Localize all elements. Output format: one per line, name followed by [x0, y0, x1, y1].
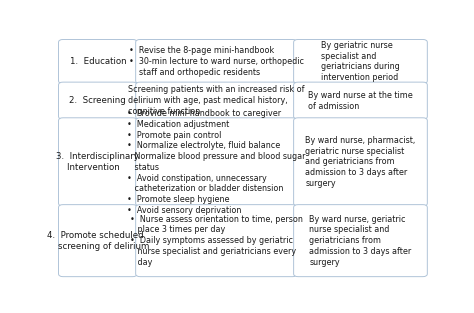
FancyBboxPatch shape — [293, 39, 428, 84]
FancyBboxPatch shape — [293, 205, 428, 277]
Text: 3.  Interdisciplinary
    Intervention: 3. Interdisciplinary Intervention — [56, 152, 139, 172]
FancyBboxPatch shape — [293, 82, 428, 119]
FancyBboxPatch shape — [58, 205, 137, 277]
FancyBboxPatch shape — [136, 39, 297, 84]
FancyBboxPatch shape — [136, 82, 297, 119]
FancyBboxPatch shape — [58, 82, 137, 119]
FancyBboxPatch shape — [293, 118, 428, 206]
Text: •  Provide mini-handbook to caregiver
•  Medication adjustment
•  Promote pain c: • Provide mini-handbook to caregiver • M… — [127, 109, 306, 215]
FancyBboxPatch shape — [58, 118, 137, 206]
Text: By ward nurse at the time
of admission: By ward nurse at the time of admission — [308, 91, 413, 110]
Text: •  Revise the 8-page mini-handbook
•  30-min lecture to ward nurse, orthopedic
 : • Revise the 8-page mini-handbook • 30-m… — [129, 46, 304, 77]
Text: 2.  Screening: 2. Screening — [70, 96, 126, 105]
Text: 1.  Education: 1. Education — [70, 57, 126, 66]
Text: Screening patients with an increased risk of
delirium with age, past medical his: Screening patients with an increased ris… — [128, 85, 304, 116]
Text: By ward nurse, geriatric
nurse specialist and
geriatricians from
admission to 3 : By ward nurse, geriatric nurse specialis… — [310, 215, 411, 267]
Text: By ward nurse, pharmacist,
geriatric nurse specialist
and geriatricians from
adm: By ward nurse, pharmacist, geriatric nur… — [305, 136, 416, 188]
Text: By geriatric nurse
specialist and
geriatricians during
intervention period: By geriatric nurse specialist and geriat… — [321, 41, 400, 82]
Text: 4.  Promote scheduled
    screening of delirium: 4. Promote scheduled screening of deliri… — [46, 231, 149, 250]
Text: •  Nurse assess orientation to time, person
   place 3 times per day
•  Daily sy: • Nurse assess orientation to time, pers… — [130, 215, 303, 267]
FancyBboxPatch shape — [136, 205, 297, 277]
FancyBboxPatch shape — [136, 118, 297, 206]
FancyBboxPatch shape — [58, 39, 137, 84]
